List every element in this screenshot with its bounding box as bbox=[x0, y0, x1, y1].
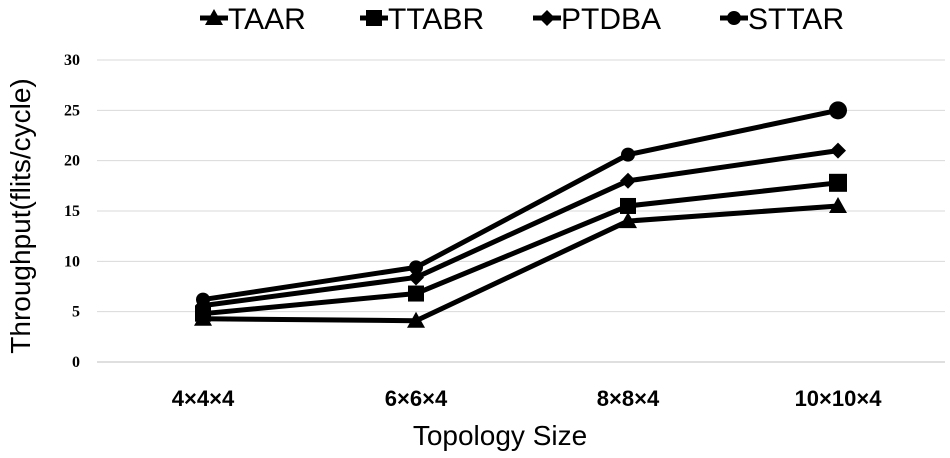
legend-item-sttar: STTAR bbox=[720, 3, 844, 36]
legend-marker bbox=[366, 10, 382, 26]
data-point bbox=[830, 142, 846, 159]
x-tick-label: 8×8×4 bbox=[597, 386, 660, 411]
y-tick-label: 30 bbox=[64, 52, 80, 69]
legend-marker bbox=[205, 9, 223, 25]
data-point bbox=[408, 285, 424, 302]
data-point bbox=[620, 197, 636, 214]
legend-marker bbox=[539, 10, 555, 26]
data-point bbox=[195, 305, 211, 322]
series-layer bbox=[194, 101, 847, 328]
x-tick-label: 6×6×4 bbox=[385, 386, 448, 411]
legend-item-taar: TAAR bbox=[200, 3, 306, 36]
legend-label: TAAR bbox=[228, 3, 306, 36]
legend-item-ttabr: TTABR bbox=[360, 3, 484, 36]
y-tick-label: 15 bbox=[64, 203, 80, 220]
legend: TAAR TTABR PTDBA STTAR bbox=[200, 3, 844, 36]
series-line bbox=[202, 203, 839, 324]
series-line bbox=[202, 148, 839, 309]
legend-label: PTDBA bbox=[561, 3, 661, 36]
data-point bbox=[621, 147, 635, 162]
y-tick-label: 5 bbox=[72, 304, 80, 321]
data-point bbox=[619, 212, 637, 229]
y-tick-label: 25 bbox=[64, 102, 80, 119]
y-tick-label: 20 bbox=[64, 153, 80, 170]
legend-label: TTABR bbox=[388, 3, 484, 36]
series-line bbox=[202, 107, 839, 303]
series-line bbox=[202, 180, 839, 317]
data-point bbox=[408, 269, 424, 286]
legend-label: STTAR bbox=[748, 3, 844, 36]
data-point bbox=[829, 101, 847, 120]
x-tick-label: 4×4×4 bbox=[172, 386, 235, 411]
y-tick-label: 10 bbox=[64, 253, 80, 270]
data-point bbox=[407, 311, 425, 328]
series-ttabr bbox=[195, 173, 847, 322]
data-point bbox=[829, 173, 847, 192]
y-tick-label: 0 bbox=[72, 354, 80, 371]
legend-item-ptdba: PTDBA bbox=[533, 3, 661, 36]
data-point bbox=[620, 172, 636, 189]
data-point bbox=[409, 260, 423, 275]
data-point bbox=[196, 292, 210, 307]
x-axis-title: Topology Size bbox=[413, 420, 587, 451]
data-point bbox=[829, 196, 847, 213]
x-tick-label: 10×10×4 bbox=[795, 386, 883, 411]
x-tick-labels: 4×4×4 6×6×4 8×8×4 10×10×4 bbox=[172, 386, 882, 411]
y-tick-labels: 0 5 10 15 20 25 30 bbox=[64, 52, 80, 371]
y-axis-title: Throughput(flits/cycle) bbox=[5, 78, 36, 353]
legend-marker bbox=[727, 11, 741, 25]
series-sttar bbox=[196, 101, 847, 307]
series-taar bbox=[194, 196, 847, 328]
